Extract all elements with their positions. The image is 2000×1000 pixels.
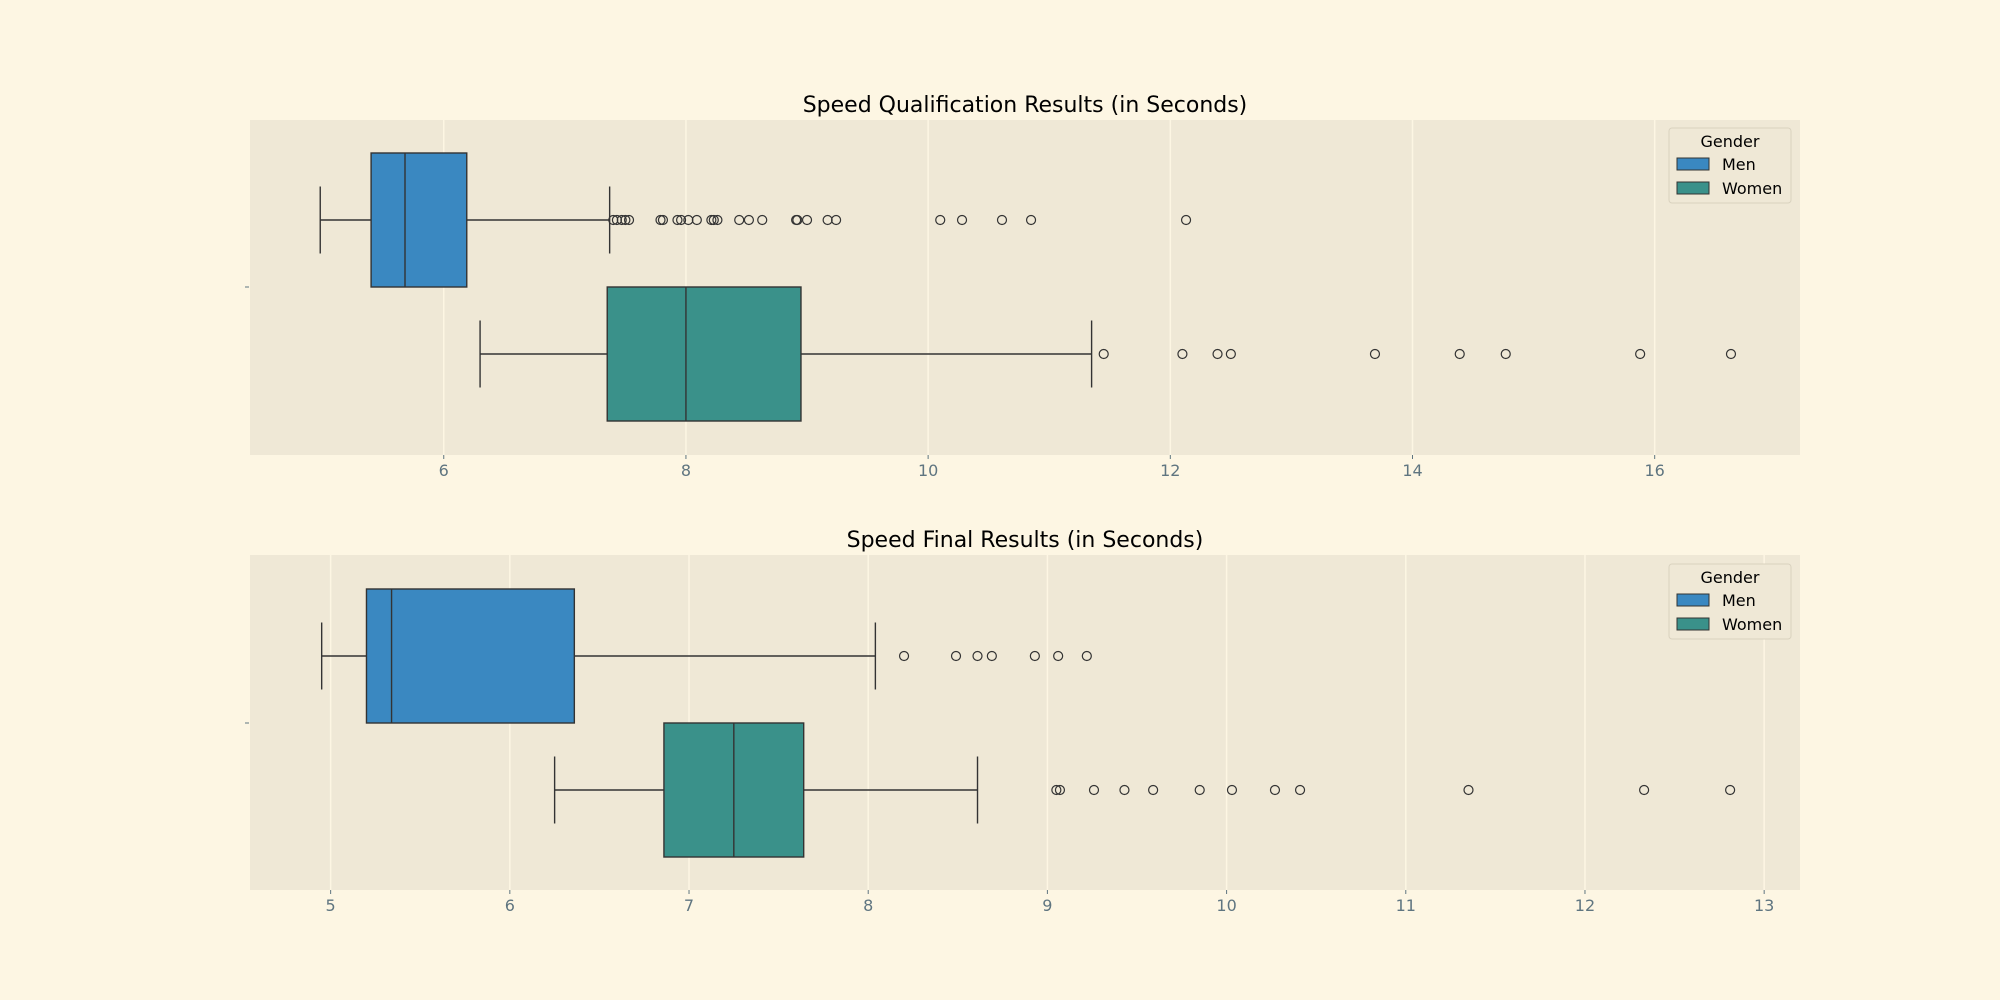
outlier-point bbox=[1635, 348, 1646, 360]
x-axis-ticks: 5 6 7 8 9 10 11 12 13 bbox=[326, 890, 1774, 915]
box-men bbox=[319, 152, 1192, 288]
outlier-point bbox=[1500, 348, 1511, 360]
outlier-point bbox=[1148, 784, 1159, 796]
grid-lines bbox=[443, 120, 1656, 455]
outlier-point bbox=[672, 214, 683, 226]
outlier-point bbox=[830, 214, 842, 226]
outlier-point bbox=[1081, 650, 1092, 662]
outlier-point bbox=[1369, 348, 1381, 360]
outlier-point bbox=[1269, 784, 1281, 796]
iqr-box bbox=[370, 152, 468, 288]
iqr-box bbox=[365, 588, 576, 724]
final-boxplot-panel: 5 6 7 8 9 10 11 12 13 Speed Final Results (in Se… bbox=[245, 528, 1800, 915]
x-tick-label: 7 bbox=[684, 896, 694, 915]
legend: Gender Men Women bbox=[1668, 563, 1792, 640]
box-women bbox=[479, 286, 1737, 422]
legend-swatch-men bbox=[1676, 593, 1710, 607]
outlier-point bbox=[623, 214, 635, 226]
outlier-point bbox=[1029, 650, 1040, 662]
outlier-point bbox=[1088, 784, 1100, 796]
legend-swatch-men bbox=[1676, 157, 1710, 171]
outlier-point bbox=[655, 214, 666, 226]
outlier-point bbox=[712, 214, 723, 226]
outlier-point bbox=[616, 214, 627, 226]
outlier-point bbox=[956, 214, 968, 226]
box-men bbox=[320, 588, 1092, 724]
legend-swatch-women bbox=[1676, 181, 1710, 195]
x-tick-label: 9 bbox=[1042, 896, 1052, 915]
outlier-point bbox=[1051, 784, 1062, 796]
chart-title: Speed Final Results (in Seconds) bbox=[847, 528, 1204, 553]
x-tick-label: 8 bbox=[863, 896, 873, 915]
x-axis-ticks: 6 8 10 12 14 16 bbox=[439, 455, 1665, 480]
legend-swatch-women bbox=[1676, 617, 1710, 631]
outlier-point bbox=[708, 214, 719, 226]
x-tick-label: 11 bbox=[1396, 896, 1416, 915]
outlier-point bbox=[757, 214, 768, 226]
x-tick-label: 8 bbox=[681, 461, 691, 480]
outlier-point bbox=[1639, 784, 1650, 796]
outlier-point bbox=[1225, 348, 1236, 360]
box-women bbox=[553, 722, 1736, 858]
legend-label-women: Women bbox=[1722, 179, 1782, 198]
x-tick-label: 14 bbox=[1402, 461, 1422, 480]
outlier-point bbox=[898, 650, 910, 662]
outlier-point bbox=[1180, 214, 1192, 226]
chart-title: Speed Qualification Results (in Seconds) bbox=[803, 93, 1248, 118]
outlier-point bbox=[1025, 214, 1037, 226]
legend-title: Gender bbox=[1701, 132, 1760, 151]
outlier-point bbox=[1194, 784, 1205, 796]
qualification-boxplot-panel: 6 8 10 12 14 16 Speed Qualification Results (… bbox=[245, 93, 1800, 480]
outlier-point bbox=[1463, 784, 1474, 796]
legend-label-men: Men bbox=[1722, 155, 1756, 174]
outlier-point bbox=[1053, 650, 1064, 662]
outlier-point bbox=[1725, 348, 1737, 360]
outlier-point bbox=[1119, 784, 1130, 796]
outlier-point bbox=[1454, 348, 1465, 360]
outlier-point bbox=[1177, 348, 1188, 360]
box-marks bbox=[319, 152, 1737, 422]
x-tick-label: 10 bbox=[1216, 896, 1236, 915]
outlier-point bbox=[657, 214, 669, 226]
outlier-point bbox=[972, 650, 983, 662]
x-tick-label: 16 bbox=[1645, 461, 1665, 480]
x-tick-label: 13 bbox=[1754, 896, 1774, 915]
outlier-point bbox=[743, 214, 755, 226]
outlier-point bbox=[1212, 348, 1223, 360]
outlier-point bbox=[1054, 784, 1066, 796]
outlier-point bbox=[734, 214, 745, 226]
outlier-point bbox=[792, 214, 803, 226]
legend-title: Gender bbox=[1701, 568, 1760, 587]
x-tick-label: 6 bbox=[439, 461, 449, 480]
outlier-point bbox=[1226, 784, 1238, 796]
iqr-box bbox=[606, 286, 802, 422]
outlier-point bbox=[691, 214, 702, 226]
legend-label-men: Men bbox=[1722, 591, 1756, 610]
x-tick-label: 12 bbox=[1160, 461, 1180, 480]
legend-label-women: Women bbox=[1722, 615, 1782, 634]
outlier-point bbox=[935, 214, 946, 226]
outlier-point bbox=[996, 214, 1008, 226]
outlier-point bbox=[620, 214, 631, 226]
outlier-point bbox=[1725, 784, 1736, 796]
outlier-point bbox=[986, 650, 997, 662]
x-tick-label: 5 bbox=[326, 896, 336, 915]
outlier-point bbox=[1098, 348, 1109, 360]
x-tick-label: 10 bbox=[918, 461, 938, 480]
plot-area bbox=[250, 120, 1800, 455]
x-tick-label: 6 bbox=[505, 896, 515, 915]
legend: Gender Men Women bbox=[1668, 127, 1792, 204]
outlier-point bbox=[801, 214, 813, 226]
outlier-point bbox=[706, 214, 717, 226]
x-tick-label: 12 bbox=[1575, 896, 1595, 915]
outlier-point bbox=[950, 650, 962, 662]
outlier-point bbox=[675, 214, 687, 226]
box-marks bbox=[320, 588, 1736, 858]
outlier-point bbox=[1294, 784, 1306, 796]
